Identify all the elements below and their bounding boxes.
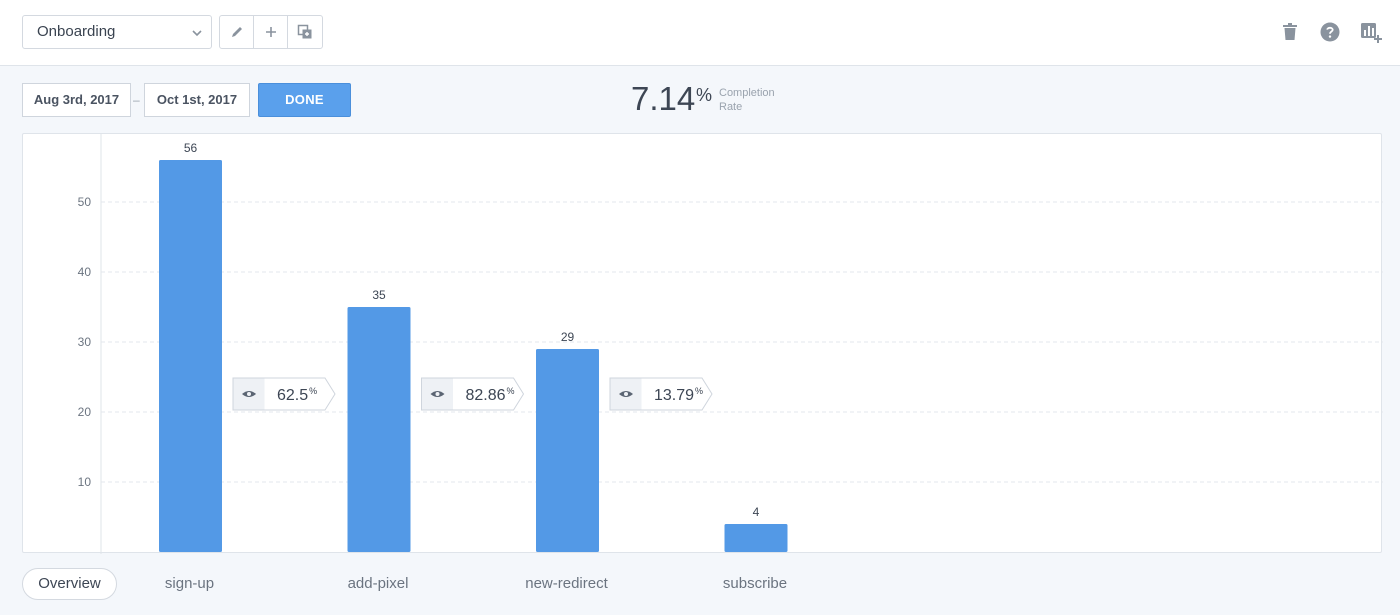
end-date-field[interactable]: Oct 1st, 2017 (144, 83, 250, 117)
bar-sign-up (159, 160, 222, 552)
y-tick-label: 10 (78, 475, 92, 489)
done-button[interactable]: DONE (258, 83, 351, 117)
y-tick-label: 20 (78, 405, 92, 419)
help-icon (1320, 22, 1340, 42)
bar-new-redirect (536, 349, 599, 552)
step-label-sign-up: sign-up (164, 575, 215, 592)
bar-subscribe (724, 524, 788, 552)
conversion-rate-unit: % (695, 386, 703, 396)
add-button[interactable] (254, 16, 288, 48)
pencil-icon (231, 27, 242, 37)
add-chart-icon (1361, 23, 1382, 43)
funnel-chart-card: 10 20 30 40 50 56 35 29 4 62.5% 82.86% 13.79% (22, 133, 1383, 554)
y-tick-label: 50 (78, 195, 92, 209)
funnel-select-value: Onboarding (37, 23, 116, 40)
start-date-field[interactable]: Aug 3rd, 2017 (22, 83, 131, 117)
bar-value-label: 4 (753, 505, 760, 519)
overview-button[interactable]: Overview (22, 568, 117, 600)
step-label-add-pixel: add-pixel (347, 575, 409, 592)
conversion-rate-unit: % (309, 386, 317, 396)
edit-button[interactable] (220, 16, 254, 48)
date-range-separator: – (133, 93, 140, 107)
chevron-down-icon (192, 30, 202, 37)
bar-add-pixel (347, 307, 411, 552)
add-chart-button[interactable] (1360, 21, 1382, 43)
bar-value-label: 35 (372, 288, 386, 302)
conversion-tag[interactable]: 13.79% (609, 377, 713, 411)
eye-icon-pupil (624, 392, 628, 396)
duplicate-button[interactable] (288, 16, 322, 48)
step-label-new-redirect: new-redirect (525, 575, 608, 592)
help-button[interactable] (1319, 21, 1341, 43)
conversion-tag[interactable]: 62.5% (232, 377, 336, 411)
conversion-rate-value: 13.79 (654, 387, 694, 404)
delete-button[interactable] (1279, 21, 1301, 43)
conversion-tag[interactable]: 82.86% (421, 377, 525, 411)
y-tick-label: 40 (78, 265, 92, 279)
eye-icon-pupil (247, 392, 251, 396)
step-label-subscribe: subscribe (722, 575, 788, 592)
bar-value-label: 29 (561, 330, 575, 344)
bar-value-label: 56 (184, 141, 198, 155)
completion-rate-unit: % (696, 85, 713, 105)
conversion-rate-value: 62.5 (277, 387, 308, 404)
plus-icon (265, 27, 276, 37)
y-tick-label: 30 (78, 335, 92, 349)
conversion-rate-value: 82.86 (466, 387, 506, 404)
eye-icon-pupil (435, 392, 440, 396)
duplicate-icon (297, 24, 312, 39)
top-toolbar: Onboarding (0, 0, 1400, 66)
completion-rate-value: 7.14 (631, 80, 696, 117)
conversion-rate-unit: % (507, 386, 515, 396)
funnel-actions (219, 15, 323, 49)
trash-icon (1283, 23, 1297, 40)
completion-rate-label: Completion Rate (719, 87, 775, 113)
funnel-select[interactable]: Onboarding (22, 15, 212, 49)
